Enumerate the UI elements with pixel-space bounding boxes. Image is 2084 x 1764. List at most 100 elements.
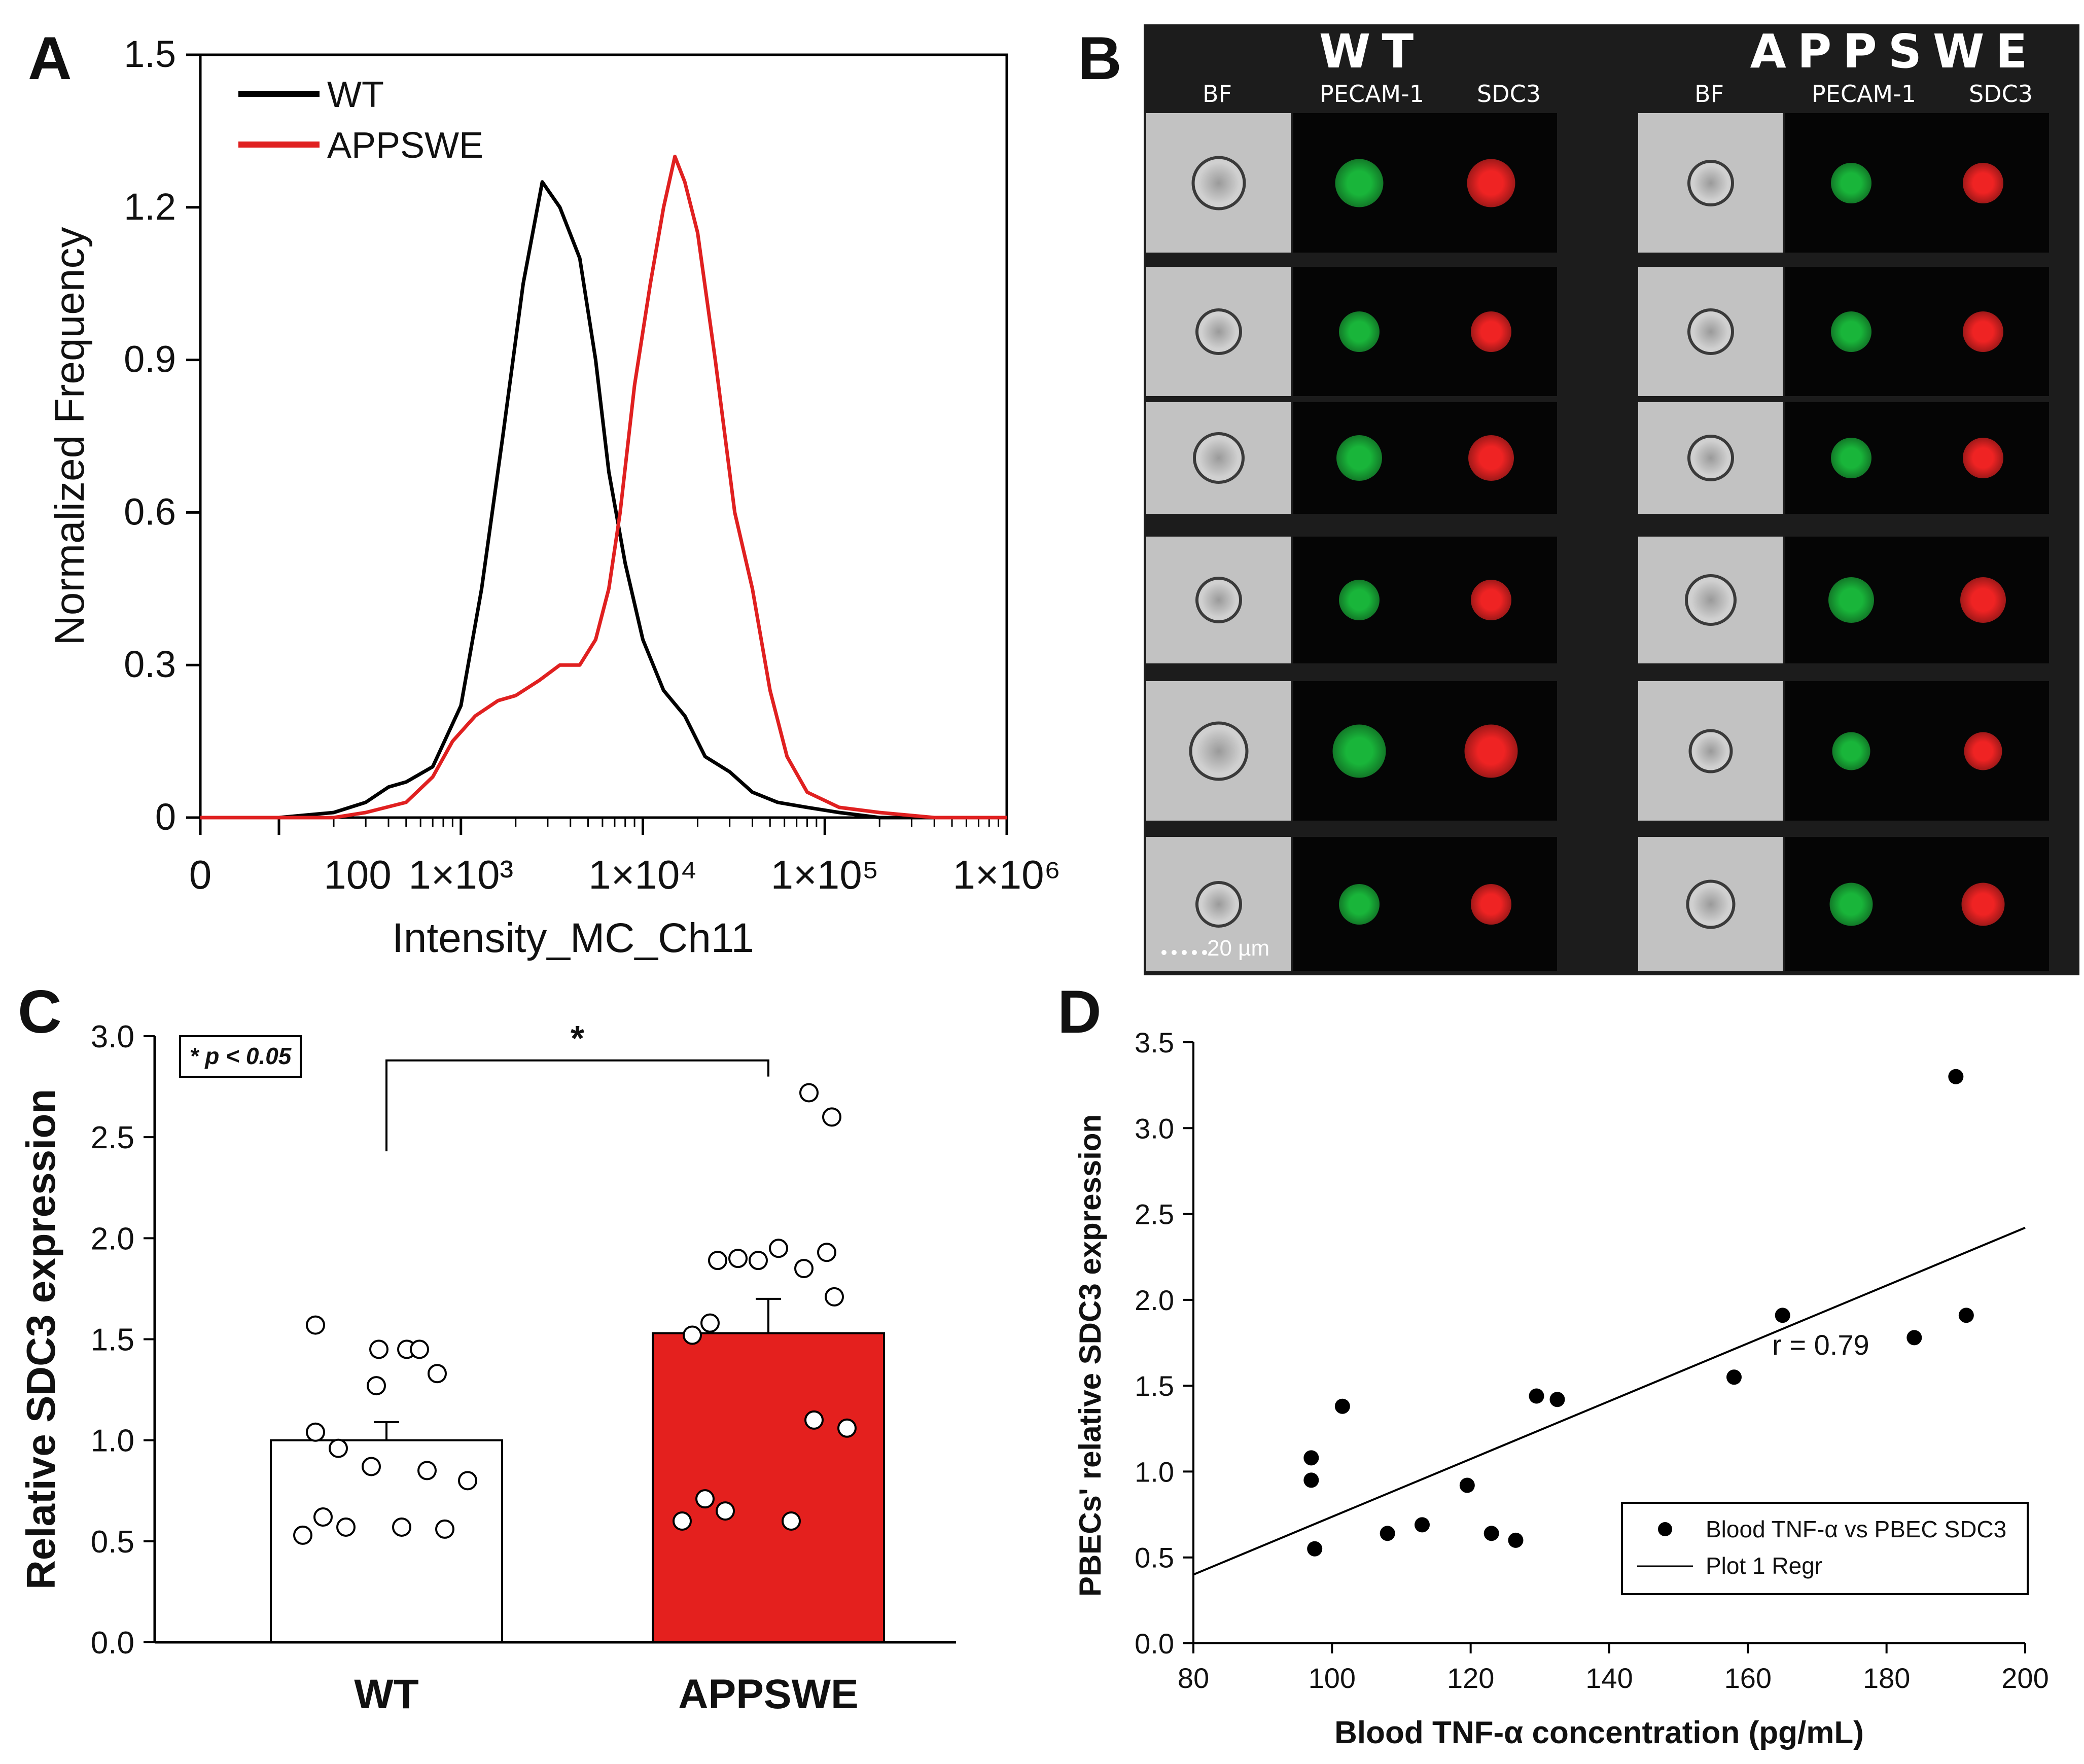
cell-image-green [1293, 681, 1425, 821]
cell-image-bf [1638, 537, 1783, 663]
cell-green [1335, 159, 1384, 207]
y-tick-label: 3.5 [1135, 1027, 1174, 1059]
data-point [458, 1471, 477, 1491]
cell-image-red [1917, 113, 2049, 253]
data-point [392, 1517, 411, 1537]
data-point [1303, 1472, 1319, 1488]
cell-image-green [1785, 402, 1917, 514]
y-tick-label: 1.5 [91, 1323, 134, 1358]
y-tick-label: 0.6 [124, 490, 176, 533]
cell-image-red [1425, 837, 1557, 971]
panel-label-d: D [1057, 978, 1102, 1046]
cell-bf [1687, 435, 1734, 481]
cell-image-green [1293, 837, 1425, 971]
cell-red [1471, 580, 1511, 620]
x-tick-label: 180 [1863, 1662, 1910, 1694]
cell-image-green [1785, 267, 1917, 396]
data-point [716, 1501, 735, 1521]
data-point [336, 1517, 356, 1537]
panel-label-c: C [18, 978, 62, 1046]
data-point [369, 1339, 388, 1359]
column-header-sdc3-wt: SDC3 [1476, 80, 1541, 108]
data-point [673, 1511, 692, 1531]
cell-image-red [1425, 113, 1557, 253]
cell-bf [1189, 721, 1248, 781]
data-point [749, 1251, 768, 1271]
cell-image-green [1293, 267, 1425, 396]
y-tick-label: 2.5 [91, 1120, 134, 1155]
scale-bar-line [1161, 950, 1207, 955]
data-point [1508, 1532, 1524, 1548]
x-tick-label: 80 [1178, 1662, 1209, 1694]
cell-red [1963, 311, 2003, 352]
cell-red [1963, 438, 2003, 478]
significance-bracket [385, 1059, 769, 1152]
y-tick-label: 1.0 [1135, 1456, 1174, 1488]
cell-image-green [1785, 537, 1917, 663]
p-value-note: * p < 0.05 [190, 1043, 292, 1069]
cell-image-bf [1146, 837, 1291, 971]
y-tick-label: 1.5 [1135, 1370, 1174, 1402]
y-tick-label: 0 [155, 796, 176, 838]
data-point [362, 1457, 381, 1476]
group-title-appswe: APPSWE [1750, 24, 2039, 79]
cell-green [1831, 162, 1871, 203]
x-tick-label: 100 [324, 852, 391, 897]
data-point [769, 1239, 788, 1258]
column-header-pecam-appswe: PECAM-1 [1812, 80, 1916, 108]
y-tick-label: 0.0 [91, 1626, 134, 1661]
cell-bf [1688, 729, 1733, 773]
y-tick-label: 0.5 [1135, 1542, 1174, 1574]
data-point [782, 1511, 801, 1531]
x-tick-label: 0 [189, 852, 212, 897]
data-point [1775, 1308, 1790, 1323]
x-tick-label: 140 [1585, 1662, 1633, 1694]
cell-image-red [1917, 681, 2049, 821]
cell-image-green [1293, 113, 1425, 253]
y-tick-label: 0.9 [124, 338, 176, 380]
bar-chart: 0.0 0.5 1.0 1.5 2.0 2.5 3.0 Relative SDC3 expre… [18, 1018, 956, 1717]
column-header-sdc3-appswe: SDC3 [1968, 80, 2033, 108]
cell-green [1831, 311, 1871, 352]
cell-image-green [1785, 681, 1917, 821]
cell-image-bf [1146, 113, 1291, 253]
cell-bf [1192, 432, 1245, 484]
cell-bf [1686, 879, 1735, 929]
cell-image-red [1425, 537, 1557, 663]
legend-label-points: Blood TNF-α vs PBEC SDC3 [1706, 1516, 2006, 1542]
cell-image-red [1917, 837, 2049, 971]
cell-green [1832, 732, 1870, 770]
panel-label-a: A [28, 24, 72, 92]
cell-green [1829, 883, 1873, 926]
cell-bf [1687, 159, 1734, 206]
x-tick-label: 100 [1309, 1662, 1356, 1694]
y-axis-title: Normalized Frequency [47, 227, 93, 646]
cell-red [1960, 577, 2006, 623]
data-point [1726, 1369, 1742, 1385]
data-point [1303, 1450, 1319, 1466]
cell-image-red [1917, 402, 2049, 514]
cell-image-bf [1638, 837, 1783, 971]
series-line-wt [200, 180, 1007, 820]
cell-green [1332, 724, 1386, 778]
y-tick-label: 2.5 [1135, 1198, 1174, 1230]
cell-red [1471, 884, 1511, 925]
data-point [1334, 1398, 1350, 1414]
cell-image-bf [1146, 681, 1291, 821]
cell-image-green [1785, 837, 1917, 971]
cell-image-red [1425, 267, 1557, 396]
significance-star: * [571, 1018, 585, 1058]
legend-marker [1658, 1522, 1672, 1536]
data-point [306, 1315, 325, 1335]
data-point [804, 1410, 824, 1430]
image-stream-panel: WT APPSWE BF PECAM-1 SDC3 BF PECAM-1 SDC… [1144, 24, 2079, 975]
cell-green [1831, 438, 1871, 478]
column-header-bf-wt: BF [1202, 80, 1232, 108]
cell-image-red [1425, 402, 1557, 514]
legend-label-wt: WT [327, 75, 384, 115]
x-category-label: WT [354, 1671, 418, 1717]
cell-image-bf [1638, 113, 1783, 253]
data-point [1307, 1541, 1323, 1557]
y-tick-label: 3.0 [1135, 1112, 1174, 1144]
data-point [417, 1461, 437, 1480]
